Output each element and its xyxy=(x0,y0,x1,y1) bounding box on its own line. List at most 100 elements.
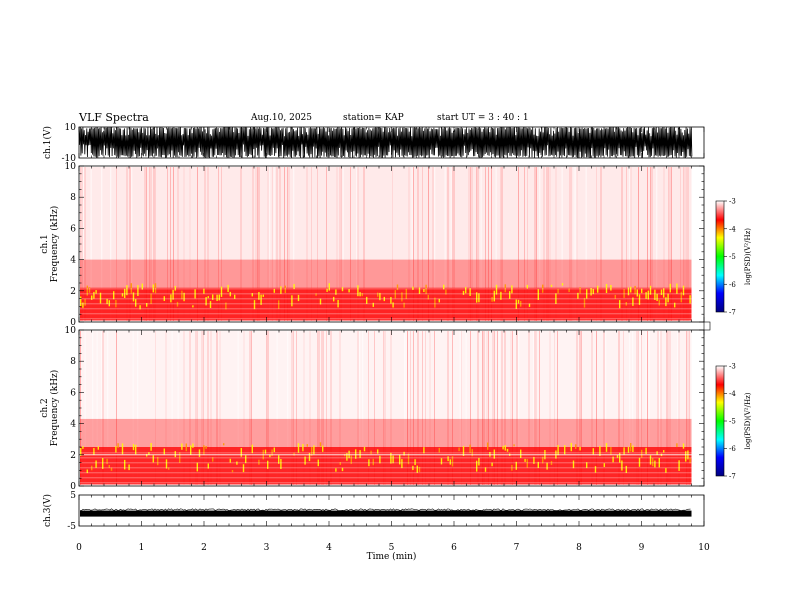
spectrogram-gap xyxy=(107,331,109,485)
spectrogram-streak xyxy=(689,331,690,485)
spectrogram-streak xyxy=(363,167,365,321)
spectrogram-streak xyxy=(452,167,453,321)
spectrogram-gap xyxy=(171,331,173,485)
spectrogram-intense-cell xyxy=(308,452,311,462)
ch1-freq-ylabel-line1: ch.1 xyxy=(40,234,50,253)
colorbar-tick-label: -7 xyxy=(729,309,736,317)
spectrogram-intense-cell xyxy=(458,447,460,452)
spectrogram-streak xyxy=(219,331,221,485)
spectrogram-intense-cell xyxy=(313,445,315,455)
spectrogram-streak xyxy=(518,167,519,321)
spectrogram-streak xyxy=(422,331,423,485)
spectrogram-intense-cell xyxy=(190,445,192,455)
spectrogram-intense-cell xyxy=(392,455,394,464)
spectrogram-streak xyxy=(197,331,198,485)
spectrogram-streak xyxy=(671,167,672,321)
spectrogram-intense-cell xyxy=(203,445,205,455)
spectrogram-gap xyxy=(96,331,98,485)
spectrogram-intense-cell xyxy=(80,448,82,456)
spectrogram-streak xyxy=(317,331,318,485)
spectrogram-intense-cell xyxy=(676,283,678,294)
spectrogram-streak xyxy=(488,167,489,321)
spectrogram-intense-cell xyxy=(445,289,447,295)
spectrogram-intense-cell xyxy=(438,298,440,303)
spectrogram-streak xyxy=(452,331,453,485)
spectrogram-intense-cell xyxy=(152,455,154,463)
spectrogram-intense-cell xyxy=(366,296,368,304)
spectrogram-streak xyxy=(492,331,494,485)
y-tick-label: 0 xyxy=(70,318,76,328)
panel-separator-box xyxy=(703,321,711,331)
spectrogram-gap xyxy=(632,331,634,485)
spectrogram-streak xyxy=(651,167,653,321)
spectrogram-streak xyxy=(684,167,686,321)
spectrogram-intense-cell xyxy=(515,299,517,309)
spectrogram-streak xyxy=(647,331,648,485)
spectrogram-streak xyxy=(288,167,290,321)
spectrogram-intense-cell xyxy=(192,443,194,448)
spectrogram-streak xyxy=(548,167,549,321)
spectrogram-intense-cell xyxy=(401,292,403,302)
spectrogram-intense-cell xyxy=(154,283,157,294)
spectrogram-intense-cell xyxy=(372,302,374,307)
spectrogram-streak xyxy=(432,167,434,321)
spectrogram-intense-cell xyxy=(106,298,108,305)
spectrogram-streak xyxy=(257,167,258,321)
spectrogram-streak xyxy=(488,331,489,485)
spectrogram-gap xyxy=(533,331,535,485)
spectrogram-intense-cell xyxy=(465,287,467,294)
spectrogram-streak xyxy=(210,331,212,485)
spectrogram-intense-cell xyxy=(403,302,405,308)
spectrogram-gap xyxy=(498,331,500,485)
spectrogram-intense-cell xyxy=(649,455,652,465)
spectrogram-streak xyxy=(512,331,513,485)
spectrogram-streak xyxy=(243,331,245,485)
spectrogram-intense-cell xyxy=(462,290,465,295)
spectrogram-intense-cell xyxy=(240,448,242,457)
spectrogram-intense-cell xyxy=(394,290,396,299)
spectrogram-intense-cell xyxy=(658,299,660,306)
spectrogram-intense-cell xyxy=(568,288,570,293)
spectrogram-intense-cell xyxy=(212,294,214,300)
spectrogram-intense-cell xyxy=(614,294,616,299)
spectrogram-intense-cell xyxy=(121,443,124,455)
spectrogram-gap xyxy=(293,167,295,321)
spectrogram-intense-cell xyxy=(319,442,322,447)
spectrogram-intense-cell xyxy=(528,303,531,307)
figure-title: VLF Spectra xyxy=(79,111,149,124)
spectrogram-streak xyxy=(683,167,684,321)
spectrogram-intense-cell xyxy=(658,458,660,468)
spectrogram-intense-cell xyxy=(449,459,451,465)
spectrogram-streak xyxy=(252,167,254,321)
spectrogram-intense-cell xyxy=(181,290,183,300)
spectrogram-streak xyxy=(666,331,668,485)
spectrogram-streak xyxy=(549,331,551,485)
spectrogram-intense-cell xyxy=(297,443,300,453)
spectrogram-streak xyxy=(539,331,540,485)
spectrogram-intense-cell xyxy=(174,286,176,291)
spectrogram-streak xyxy=(189,331,191,485)
spectrogram-intense-cell xyxy=(132,444,135,451)
spectrogram-intense-cell xyxy=(550,284,553,287)
ch3-waveform-upper-edge xyxy=(80,508,691,512)
spectrogram-gap xyxy=(677,331,679,485)
spectrogram-intense-cell xyxy=(220,286,223,297)
spectrogram-streak xyxy=(189,167,191,321)
start-time-label: start UT = 3 : 40 : 1 xyxy=(437,113,529,123)
spectrogram-streak xyxy=(669,167,671,321)
spectrogram-intense-cell xyxy=(638,457,641,467)
spectrogram-streak xyxy=(201,331,203,485)
spectrogram-intense-cell xyxy=(150,443,152,451)
spectrogram-intense-cell xyxy=(638,294,641,305)
spectrogram-intense-cell xyxy=(146,303,148,307)
spectrogram-intense-cell xyxy=(110,467,113,471)
spectrogram-intense-cell xyxy=(575,444,577,449)
spectrogram-streak xyxy=(668,331,669,485)
x-axis-label: Time (min) xyxy=(367,551,417,562)
spectrogram-intense-cell xyxy=(361,293,363,297)
spectrogram-intense-cell xyxy=(311,447,313,456)
colorbar-tick-label: -3 xyxy=(729,363,736,371)
spectrogram-intense-cell xyxy=(370,450,372,455)
spectrogram-gap xyxy=(359,331,361,485)
spectrogram-gap xyxy=(575,167,577,321)
